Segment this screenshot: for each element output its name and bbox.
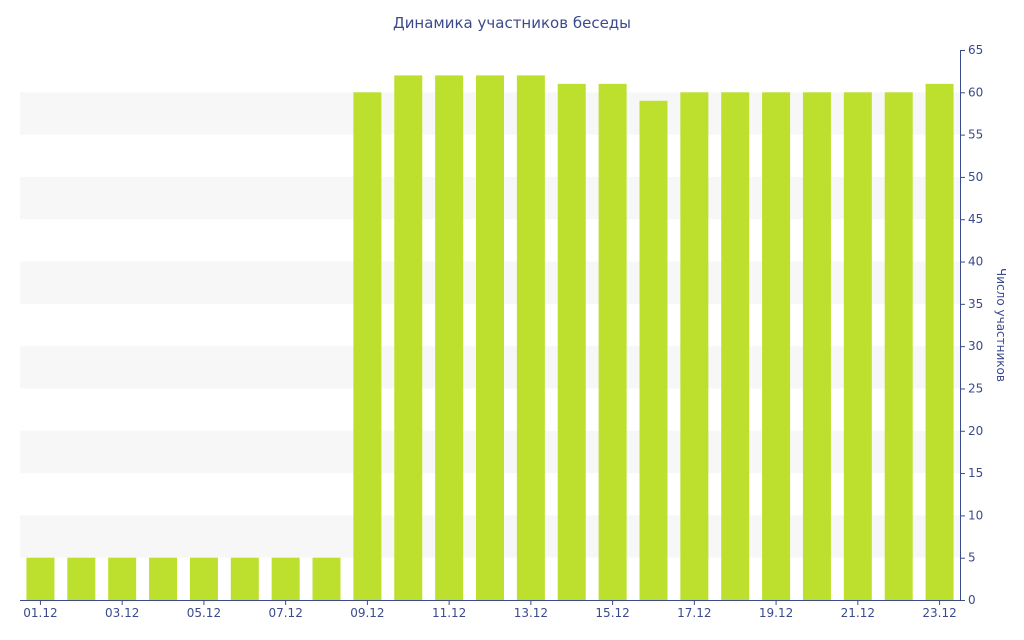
bar-15.12 (598, 83, 627, 601)
y-tick-label: 65 (968, 43, 983, 57)
bar-07.12 (271, 557, 300, 600)
x-axis-ticks: 01.12 03.12 05.12 07.12 09.12 11.12 13.12 15.12… (23, 600, 957, 620)
bars-group (26, 75, 954, 601)
bar-20.12 (802, 92, 831, 601)
bar-06.12 (230, 557, 259, 600)
bar-09.12 (353, 92, 382, 601)
bar-08.12 (312, 557, 341, 600)
y-tick-label: 15 (968, 466, 983, 480)
y-tick-label: 40 (968, 255, 983, 269)
y-tick-label: 5 (968, 551, 976, 565)
bar-01.12 (26, 557, 55, 600)
y-tick-label: 60 (968, 85, 983, 99)
bar-19.12 (762, 92, 791, 601)
bar-05.12 (189, 557, 218, 600)
y-axis-ticks: 0 5 10 15 20 25 30 35 40 45 50 55 60 65 (960, 43, 983, 607)
x-tick-label: 03.12 (105, 606, 139, 620)
x-tick-label: 11.12 (432, 606, 466, 620)
y-tick-label: 10 (968, 508, 983, 522)
x-tick-label: 19.12 (759, 606, 793, 620)
chart-title: Динамика участников беседы (393, 14, 631, 32)
y-tick-label: 25 (968, 381, 983, 395)
bar-23.12 (925, 83, 954, 601)
bar-04.12 (149, 557, 178, 600)
y-tick-label: 0 (968, 593, 976, 607)
y-tick-label: 50 (968, 170, 983, 184)
bar-18.12 (721, 92, 750, 601)
bar-22.12 (884, 92, 913, 601)
bar-13.12 (516, 75, 545, 600)
y-axis-title: Число участников (994, 268, 1008, 382)
x-tick-label: 07.12 (268, 606, 302, 620)
x-tick-label: 15.12 (595, 606, 629, 620)
y-tick-label: 20 (968, 424, 983, 438)
bar-14.12 (557, 83, 586, 601)
bar-17.12 (680, 92, 709, 601)
x-tick-label: 17.12 (677, 606, 711, 620)
bar-16.12 (639, 100, 668, 601)
bar-10.12 (394, 75, 423, 600)
x-tick-label: 21.12 (841, 606, 875, 620)
axes-group (20, 50, 961, 601)
bar-12.12 (476, 75, 504, 600)
bar-03.12 (108, 557, 137, 600)
y-tick-label: 35 (968, 297, 983, 311)
x-tick-label: 13.12 (514, 606, 548, 620)
bar-21.12 (843, 92, 872, 601)
y-tick-label: 30 (968, 339, 983, 353)
y-tick-label: 55 (968, 128, 983, 142)
bar-02.12 (67, 557, 96, 600)
x-tick-label: 23.12 (922, 606, 956, 620)
x-tick-label: 01.12 (23, 606, 57, 620)
y-tick-label: 45 (968, 212, 983, 226)
bar-11.12 (435, 75, 464, 600)
x-tick-label: 09.12 (350, 606, 384, 620)
x-tick-label: 05.12 (187, 606, 221, 620)
